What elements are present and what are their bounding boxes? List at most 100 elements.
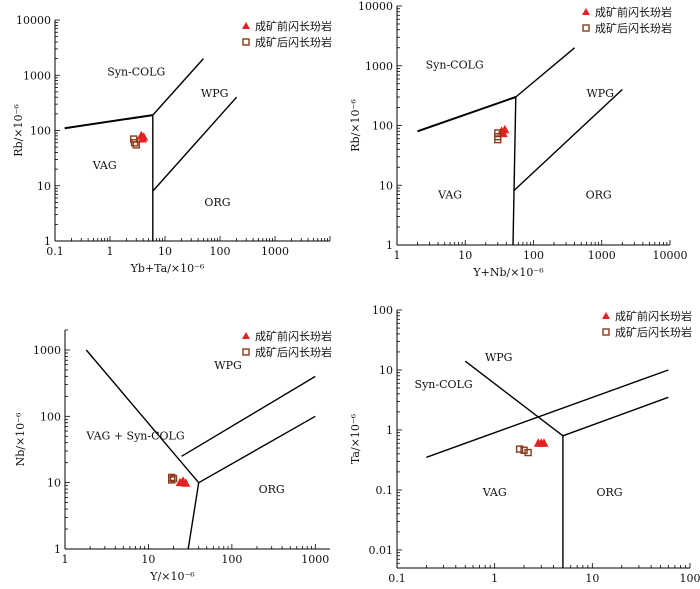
x-axis-label: Y/×10⁻⁶	[149, 570, 195, 583]
region-label: ORG	[259, 483, 285, 496]
x-axis-label: Y+Nb/×10⁻⁶	[472, 266, 544, 279]
discrimination-boundary	[85, 349, 200, 484]
region-label: VAG + Syn-COLG	[85, 429, 184, 442]
y-tick-label: 1000	[365, 60, 393, 73]
region-label: WPG	[586, 87, 614, 100]
y-tick-label: 100	[30, 125, 51, 138]
panel-d: 0.11101000.010.1110100Yb/×10⁻⁶Ta/×10⁻⁶WP…	[349, 304, 700, 585]
y-tick-label: 100	[40, 410, 61, 423]
legend-label-pre-ore: 成矿前闪长玢岩	[255, 19, 332, 33]
y-tick-label: 10	[379, 364, 393, 377]
y-tick-label: 0.01	[369, 544, 394, 557]
region-label: ORG	[596, 486, 622, 499]
y-axis-label: Rb/×10⁻⁶	[12, 104, 25, 157]
discrimination-boundary	[515, 47, 576, 98]
y-tick-label: 10000	[358, 0, 393, 13]
region-label: WPG	[201, 87, 229, 100]
legend-label-post-ore: 成矿后闪长玢岩	[255, 345, 332, 359]
x-tick-label: 10	[141, 553, 155, 566]
x-tick-label: 1000	[261, 245, 289, 258]
region-label: WPG	[214, 359, 242, 372]
y-tick-label: 10000	[16, 14, 51, 27]
legend-label-pre-ore: 成矿前闪长玢岩	[255, 329, 332, 343]
post-ore-point	[515, 445, 524, 453]
post-ore-point	[167, 476, 176, 484]
post-ore-point	[494, 135, 502, 144]
discrimination-boundary	[426, 369, 669, 458]
post-ore-point	[132, 141, 140, 149]
discrimination-boundary	[562, 396, 669, 437]
discrimination-boundary	[181, 375, 316, 457]
legend-label-pre-ore: 成矿前闪长玢岩	[595, 5, 672, 19]
post-ore-point	[169, 474, 178, 483]
panel-b: 1 10 100 1000 10000 1 10 100 1000 10000 Y+Nb/×10⁻⁶…	[349, 0, 688, 279]
y-tick-label: 100	[372, 304, 393, 317]
x-tick-label: 100	[680, 572, 700, 585]
legend-marker-post-ore	[582, 24, 590, 32]
x-tick-label: 100	[221, 553, 242, 566]
x-tick-label: 1000	[588, 249, 616, 262]
y-tick-label: 1	[54, 543, 61, 556]
y-tick-label: 100	[372, 120, 393, 133]
panel-c: 1 10 100 1000 1 10 100 1000 Y/×10⁻⁶ Nb/×10⁻⁶ WPG VA…	[14, 329, 332, 583]
legend-marker-pre-ore	[242, 332, 250, 339]
x-tick-label: 1	[491, 572, 498, 585]
x-tick-label: 10	[585, 572, 599, 585]
post-ore-point	[130, 139, 139, 147]
pre-ore-point	[139, 132, 149, 141]
discrimination-boundary	[198, 415, 316, 484]
x-tick-label: 1	[394, 249, 401, 262]
region-label: VAG	[437, 189, 462, 202]
y-tick-label: 1	[44, 235, 51, 248]
legend-marker-post-ore	[602, 328, 610, 336]
discrimination-boundary	[417, 96, 517, 133]
region-label: Syn-COLG	[415, 378, 473, 391]
discrimination-boundary	[152, 58, 204, 116]
legend-marker-pre-ore	[602, 312, 610, 319]
x-tick-label: 100	[523, 249, 544, 262]
pre-ore-point	[539, 438, 549, 447]
x-tick-label: 10	[158, 245, 172, 258]
y-tick-label: 1	[386, 424, 393, 437]
legend-label-post-ore: 成矿后闪长玢岩	[615, 325, 692, 339]
y-tick-label: 10	[47, 477, 61, 490]
legend-label-post-ore: 成矿后闪长玢岩	[255, 35, 332, 49]
region-label: ORG	[586, 189, 612, 202]
x-tick-label: 10000	[653, 249, 688, 262]
pre-ore-point	[181, 478, 191, 487]
region-label: Syn-COLG	[426, 58, 484, 71]
y-tick-label: 1000	[33, 344, 61, 357]
discrimination-boundary	[512, 96, 517, 246]
region-label: VAG	[482, 486, 507, 499]
legend-label-post-ore: 成矿后闪长玢岩	[595, 21, 672, 35]
legend-label-pre-ore: 成矿前闪长玢岩	[615, 309, 692, 323]
x-tick-label: 0.1	[46, 245, 64, 258]
legend-marker-pre-ore	[242, 22, 250, 29]
x-tick-label: 0.1	[388, 572, 406, 585]
y-tick-label: 0.1	[376, 484, 394, 497]
post-ore-point	[524, 448, 532, 457]
legend-marker-pre-ore	[582, 8, 590, 15]
y-axis-label: Rb/×10⁻⁶	[349, 99, 362, 152]
x-tick-label: 1	[62, 553, 69, 566]
x-tick-label: 10	[458, 249, 472, 262]
y-tick-label: 1000	[23, 69, 51, 82]
region-label: ORG	[204, 196, 230, 209]
panel-a: 0.1 1 10 100 1000110100100010000Yb+Ta/×10⁻⁶R…	[12, 14, 332, 275]
legend-marker-post-ore	[242, 38, 250, 46]
region-label: Syn-COLG	[107, 65, 165, 78]
x-axis-label: Yb+Ta/×10⁻⁶	[130, 262, 205, 275]
y-tick-label: 1	[386, 239, 393, 252]
x-tick-label: 1000	[301, 553, 329, 566]
y-axis-label: Ta/×10⁻⁶	[349, 413, 362, 464]
x-tick-label: 100	[210, 245, 231, 258]
discrimination-boundary	[464, 360, 564, 437]
y-axis-label: Nb/×10⁻⁶	[14, 412, 27, 466]
y-tick-label: 10	[379, 179, 393, 192]
legend-marker-post-ore	[242, 348, 250, 356]
